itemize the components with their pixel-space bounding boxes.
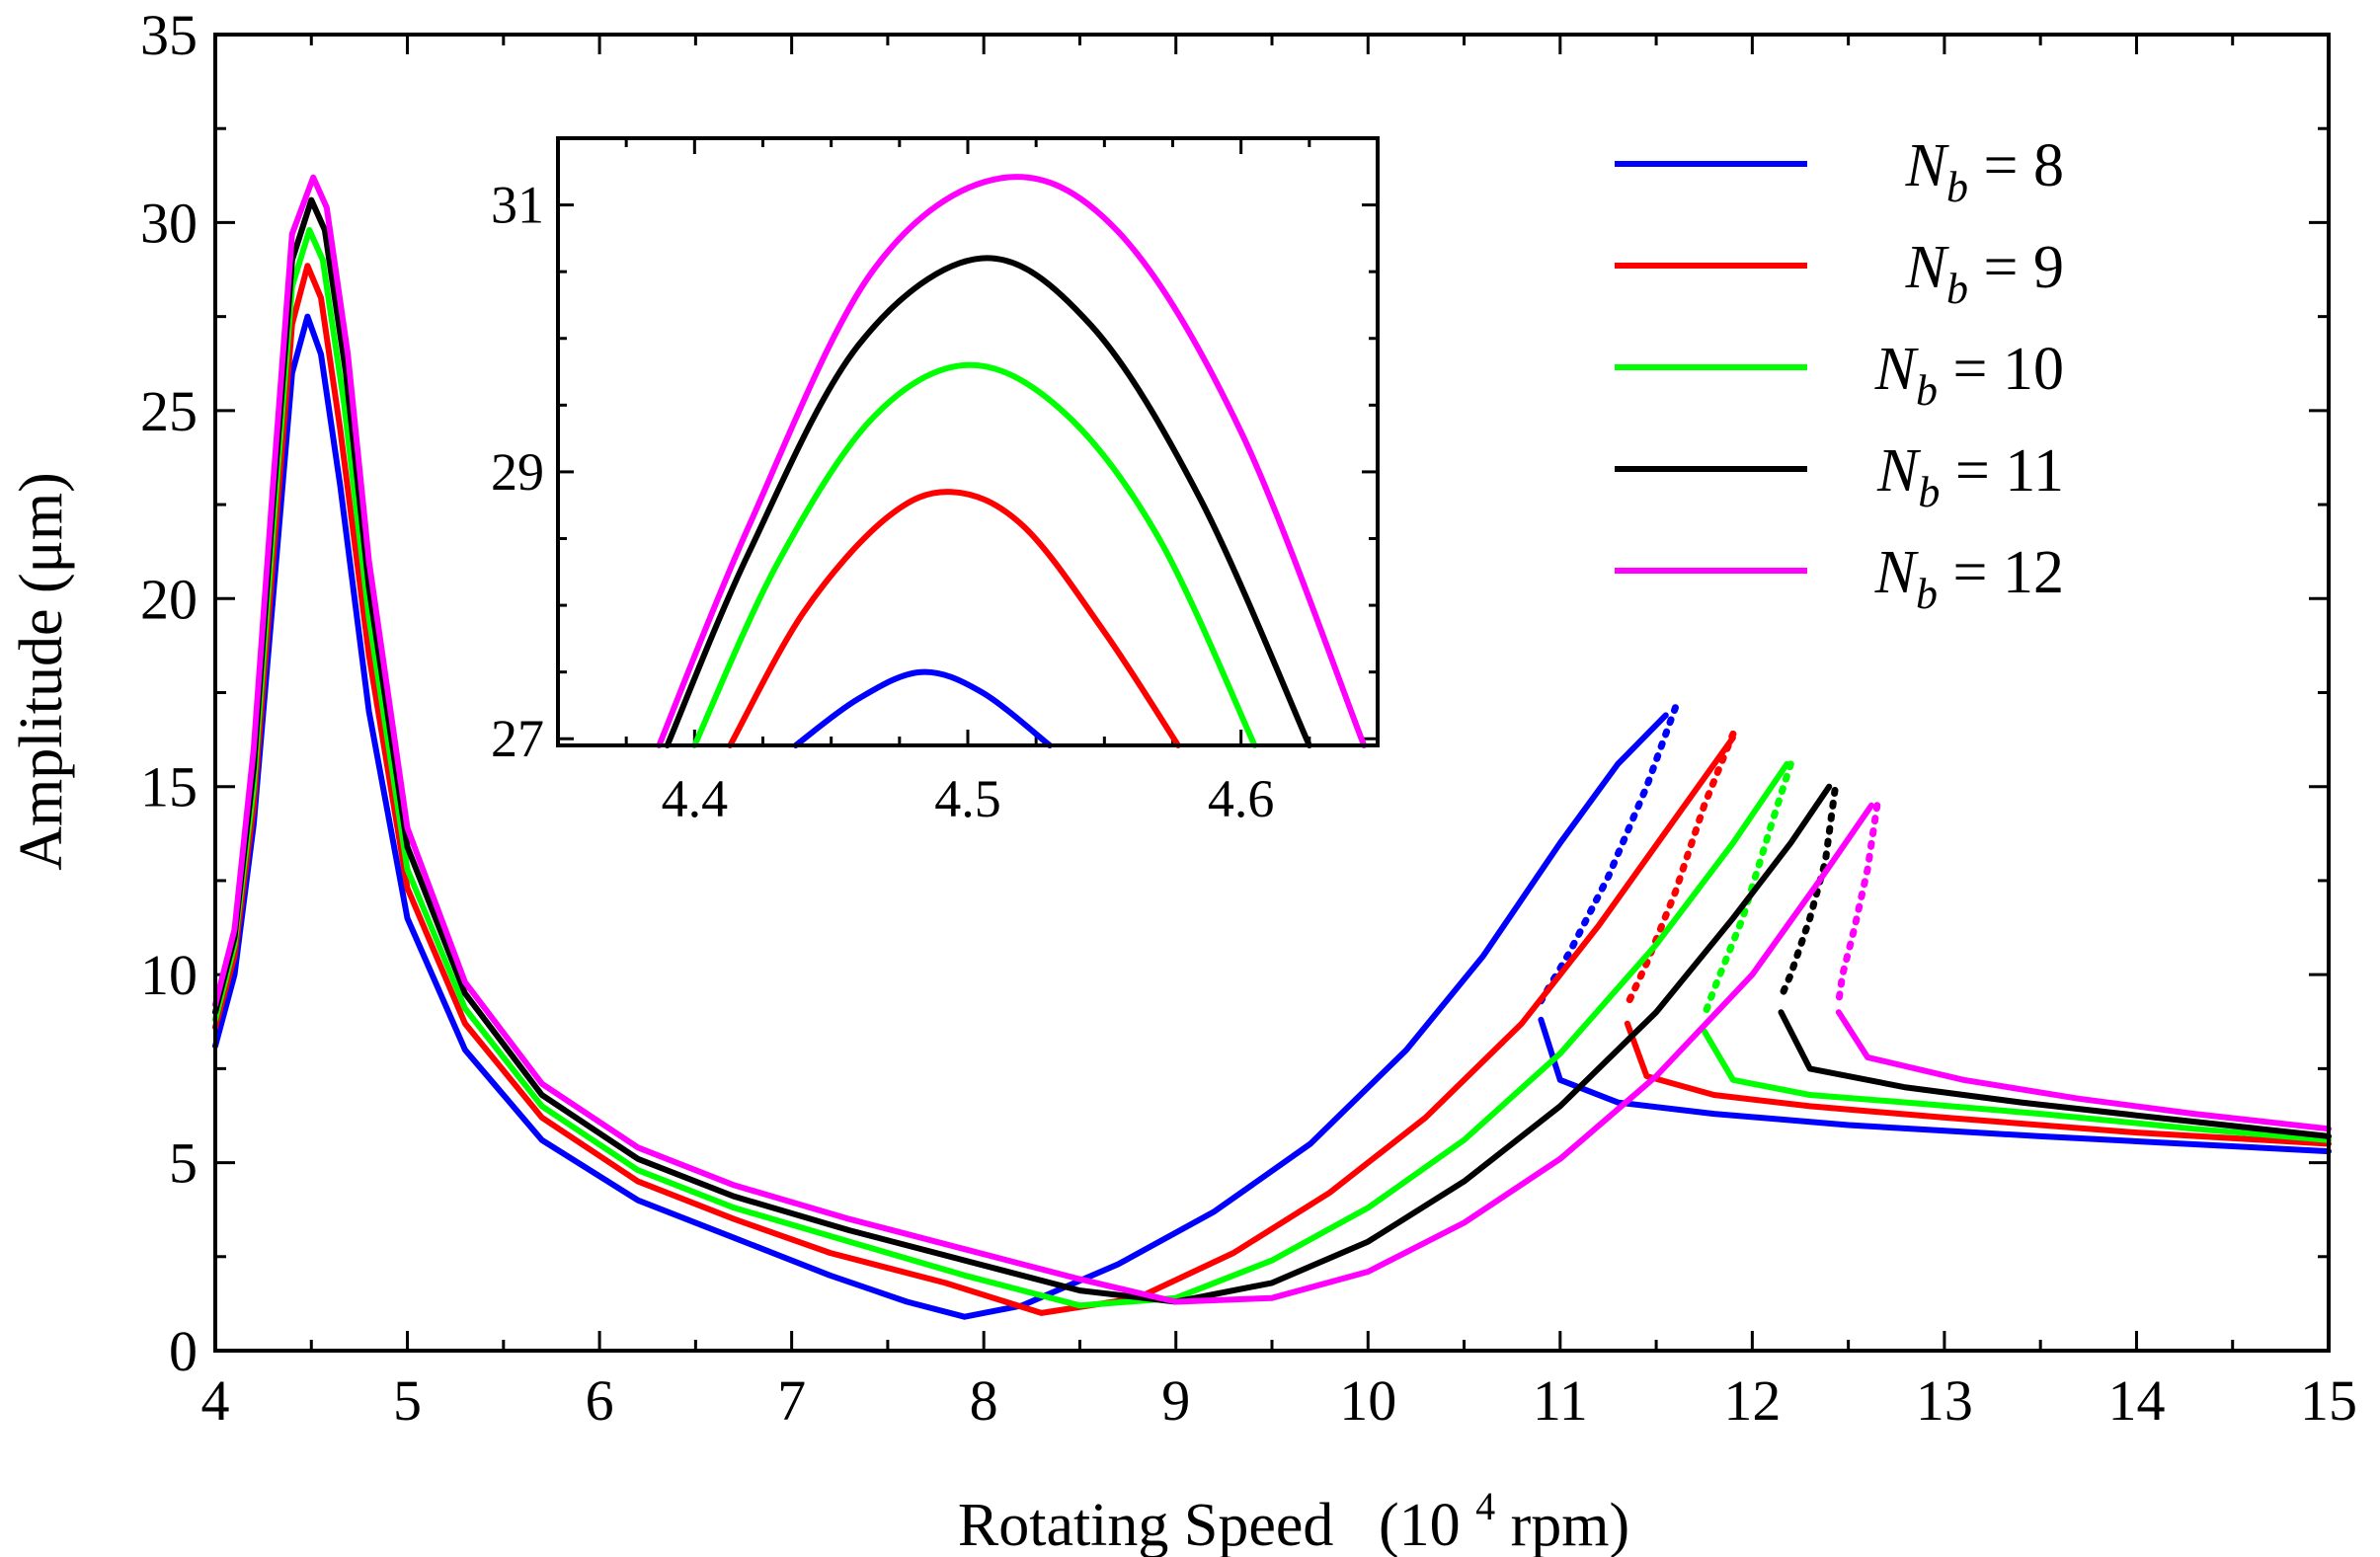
legend-value: = 9 [1968, 234, 2064, 301]
legend-label: Nb = 10 [1874, 336, 2064, 415]
x-tick-label: 10 [1339, 1368, 1396, 1433]
legend-value: = 11 [1940, 437, 2064, 505]
legend-symbol: N [1874, 336, 1920, 403]
legend-subscript: b [1916, 366, 1938, 415]
x-tick-label: 8 [970, 1368, 998, 1433]
x-tick-label: 12 [1723, 1368, 1781, 1433]
main-plot: 4 5 6 7 8 9 10 11 12 13 14 15 0 5 10 15 20 25 30 35 [140, 3, 2357, 1433]
series-line-unstable [1537, 704, 1679, 1005]
series-line-lower-branch [1835, 1009, 2332, 1132]
legend-subscript: b [1918, 468, 1940, 516]
y-tick-label: 35 [140, 3, 198, 67]
series-12 [212, 174, 2332, 1305]
x-axis-label-unit-exp: 4 [1475, 1484, 1495, 1528]
legend-entry: Nb = 10 [1615, 336, 2064, 415]
legend-label: Nb = 11 [1876, 437, 2064, 516]
x-axis-label-unit-suffix: rpm) [1511, 1492, 1630, 1557]
legend-value: = 10 [1938, 336, 2064, 403]
series-line-lower-branch [1538, 1016, 2332, 1155]
x-tick-label: 13 [1916, 1368, 1973, 1433]
legend-label: Nb = 8 [1905, 132, 2064, 211]
series-line-stable [212, 196, 1833, 1305]
x-tick-label: 15 [2300, 1368, 2357, 1433]
legend-subscript: b [1946, 163, 1968, 211]
inset-series-12 [656, 174, 1368, 748]
y-tick-label: 5 [169, 1131, 198, 1196]
inset-x-tick-label: 4.4 [662, 769, 729, 828]
inset-frame [556, 136, 1380, 747]
x-tick-label: 7 [777, 1368, 806, 1433]
x-tick-label: 5 [393, 1368, 422, 1433]
legend-subscript: b [1946, 265, 1968, 313]
inset-series-11 [664, 255, 1312, 748]
x-axis-label-unit-prefix: (10 [1379, 1492, 1461, 1557]
inset-series-10 [691, 361, 1258, 748]
series-line-unstable [1624, 730, 1737, 1009]
inset-plot: 4.4 4.5 4.6 27 29 31 [491, 136, 1380, 828]
series-line-unstable [1701, 760, 1794, 1020]
inset-background [558, 138, 1378, 745]
legend-value: = 12 [1938, 539, 2064, 606]
y-tick-label: 15 [140, 755, 198, 819]
inset-x-tick-label: 4.5 [934, 769, 1001, 828]
legend-subscript: b [1916, 570, 1938, 618]
y-tick-label: 30 [140, 191, 198, 255]
legend-label: Nb = 12 [1874, 539, 2064, 618]
legend-entry: Nb = 8 [1615, 132, 2064, 211]
legend-label: Nb = 9 [1905, 234, 2064, 313]
x-tick-label: 11 [1533, 1368, 1588, 1433]
series-line-lower-branch [1624, 1020, 2332, 1147]
series-line-unstable [1778, 787, 1839, 1001]
plot-frame [213, 33, 2331, 1353]
y-tick-label: 0 [169, 1319, 198, 1383]
y-axis-label: Amplitude (μm) [8, 472, 75, 870]
x-axis-label: Rotating Speed (10 4 rpm) [958, 1466, 1629, 1557]
legend-symbol: N [1876, 437, 1922, 505]
y-tick-label: 20 [140, 567, 198, 631]
inset-y-tick-label: 29 [491, 442, 544, 502]
series-line-unstable [1835, 802, 1881, 1005]
x-tick-label: 9 [1161, 1368, 1190, 1433]
legend-value: = 8 [1968, 132, 2064, 199]
series-line-stable [212, 174, 1874, 1305]
x-axis-label-text: Rotating Speed [958, 1492, 1334, 1557]
series-line-lower-branch [1701, 1028, 2332, 1143]
y-tick-label: 25 [140, 379, 198, 443]
legend-entry: Nb = 9 [1615, 234, 2064, 313]
y-tick-label: 10 [140, 943, 198, 1007]
legend-symbol: N [1874, 539, 1920, 606]
x-tick-label: 14 [2107, 1368, 2165, 1433]
inset-series-9 [727, 489, 1181, 748]
legend-entry: Nb = 11 [1615, 437, 2064, 516]
series-11 [212, 196, 2332, 1305]
series-8 [212, 313, 2332, 1320]
legend-entry: Nb = 12 [1615, 539, 2064, 618]
inset-x-tick-label: 4.6 [1208, 769, 1275, 828]
inset-y-tick-label: 31 [491, 176, 544, 235]
series-line-lower-branch [1778, 1009, 2332, 1139]
legend-symbol: N [1905, 132, 1950, 199]
inset-y-tick-label: 27 [491, 709, 544, 768]
inset-series-8 [792, 668, 1053, 748]
x-tick-label: 4 [201, 1368, 230, 1433]
series-line-stable [212, 313, 1669, 1320]
legend-symbol: N [1905, 234, 1950, 301]
x-tick-label: 6 [586, 1368, 614, 1433]
